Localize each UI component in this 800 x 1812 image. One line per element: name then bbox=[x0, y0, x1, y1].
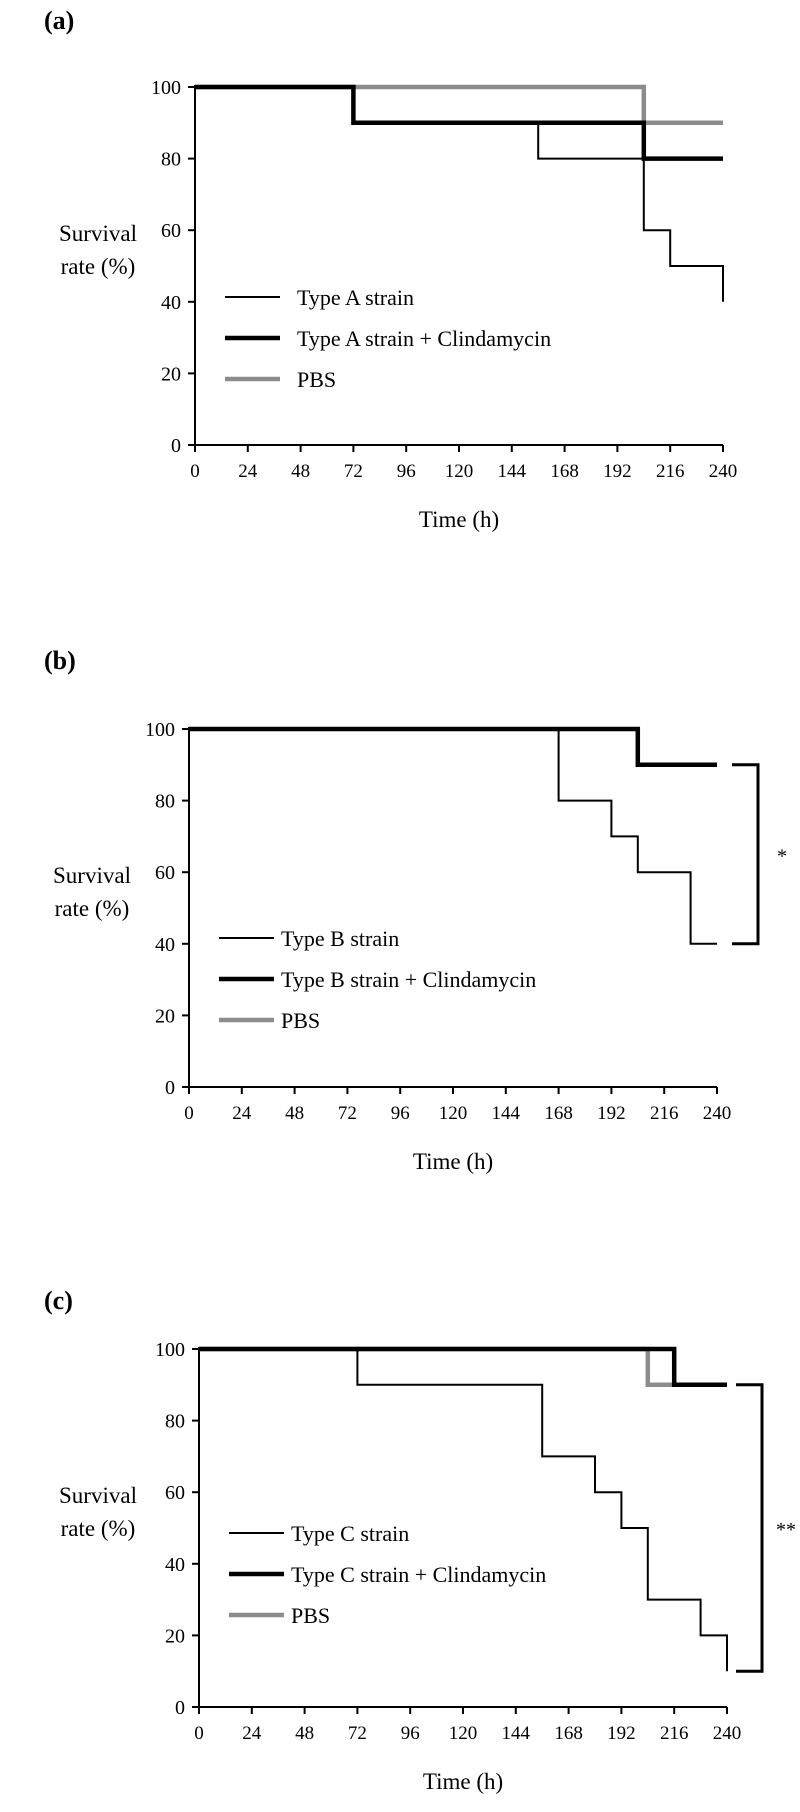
legend-label-3: PBS bbox=[297, 367, 336, 392]
x-tick-label: 168 bbox=[550, 461, 579, 482]
y-tick-label: 20 bbox=[165, 1625, 185, 1647]
significance-bracket bbox=[736, 1383, 764, 1673]
x-tick-label: 144 bbox=[492, 1103, 521, 1124]
y-tick-label: 60 bbox=[155, 862, 175, 884]
series-line-3 bbox=[199, 1346, 727, 1388]
y-tick-label: 20 bbox=[155, 1005, 175, 1027]
x-tick-label: 120 bbox=[445, 461, 474, 482]
x-tick-label: 24 bbox=[238, 461, 258, 482]
x-tick-label: 96 bbox=[391, 1103, 410, 1124]
panel-label: (b) bbox=[44, 646, 76, 675]
x-tick-label: 48 bbox=[285, 1103, 304, 1124]
series-line-1 bbox=[199, 1348, 728, 1672]
y-tick-label: 40 bbox=[155, 934, 175, 956]
legend-label-2: Type B strain + Clindamycin bbox=[281, 967, 536, 992]
y-tick-label: 40 bbox=[165, 1554, 185, 1576]
x-tick-label: 192 bbox=[597, 1103, 626, 1124]
x-tick-label: 72 bbox=[344, 461, 363, 482]
series-line-2 bbox=[199, 1346, 727, 1388]
legend-label-3: PBS bbox=[291, 1603, 330, 1628]
y-axis-label: rate (%) bbox=[61, 1516, 136, 1541]
significance-marker: ** bbox=[776, 1519, 796, 1541]
legend-label-2: Type C strain + Clindamycin bbox=[291, 1562, 546, 1587]
x-tick-label: 0 bbox=[190, 461, 200, 482]
x-tick-label: 216 bbox=[650, 1103, 679, 1124]
x-tick-label: 216 bbox=[656, 461, 685, 482]
x-tick-label: 240 bbox=[703, 1103, 732, 1124]
chart-panel-c: (c) 0 20 40 60 80 100 0 24 48 72 96 120 144 168 192 216 2… bbox=[44, 1286, 796, 1794]
x-tick-label: 120 bbox=[439, 1103, 468, 1124]
significance-marker: * bbox=[777, 845, 787, 867]
x-tick-label: 168 bbox=[554, 1723, 583, 1744]
legend-label-1: Type B strain bbox=[281, 926, 399, 951]
x-tick-label: 24 bbox=[232, 1103, 252, 1124]
y-tick-label: 0 bbox=[165, 1077, 175, 1099]
series-line-3 bbox=[195, 84, 723, 126]
x-tick-label: 144 bbox=[498, 461, 527, 482]
y-tick-label: 80 bbox=[161, 149, 181, 171]
y-tick-label: 0 bbox=[175, 1697, 185, 1719]
x-tick-label: 192 bbox=[603, 461, 632, 482]
x-tick-label: 240 bbox=[709, 461, 738, 482]
x-tick-label: 96 bbox=[401, 1723, 420, 1744]
x-tick-label: 144 bbox=[502, 1723, 531, 1744]
legend-label-3: PBS bbox=[281, 1008, 320, 1033]
chart-panel-b: (b) 0 20 40 60 80 100 0 24 48 72 96 120 144 168 192 216 2… bbox=[44, 646, 787, 1174]
y-tick-label: 100 bbox=[151, 77, 181, 99]
x-tick-label: 24 bbox=[242, 1723, 262, 1744]
significance-bracket bbox=[732, 763, 760, 946]
y-tick-label: 80 bbox=[155, 791, 175, 813]
y-tick-label: 0 bbox=[171, 435, 181, 457]
series-line-1 bbox=[195, 86, 724, 302]
x-tick-label: 72 bbox=[348, 1723, 367, 1744]
x-tick-label: 96 bbox=[397, 461, 416, 482]
x-tick-label: 120 bbox=[449, 1723, 478, 1744]
legend-label-1: Type C strain bbox=[291, 1521, 409, 1546]
panel-label: (c) bbox=[44, 1286, 73, 1315]
y-tick-label: 60 bbox=[161, 220, 181, 242]
y-tick-label: 80 bbox=[165, 1411, 185, 1433]
legend-label-2: Type A strain + Clindamycin bbox=[297, 326, 551, 351]
x-tick-label: 240 bbox=[713, 1723, 742, 1744]
y-tick-label: 100 bbox=[145, 719, 175, 741]
x-tick-label: 168 bbox=[544, 1103, 573, 1124]
panel-label: (a) bbox=[44, 6, 74, 35]
y-axis-label: Survival bbox=[59, 221, 137, 246]
x-tick-label: 72 bbox=[338, 1103, 357, 1124]
x-tick-label: 0 bbox=[184, 1103, 194, 1124]
y-tick-label: 40 bbox=[161, 292, 181, 314]
y-axis-label: rate (%) bbox=[55, 896, 130, 921]
y-tick-label: 60 bbox=[165, 1482, 185, 1504]
x-tick-label: 48 bbox=[295, 1723, 314, 1744]
x-axis-label: Time (h) bbox=[413, 1149, 493, 1174]
series-line-2 bbox=[189, 726, 717, 768]
chart-panel-a: (a) 0 20 40 60 80 100 0 24 48 72 96 120 144 168 192 216 2… bbox=[44, 6, 737, 532]
x-tick-label: 192 bbox=[607, 1723, 636, 1744]
x-tick-label: 0 bbox=[194, 1723, 204, 1744]
y-tick-label: 100 bbox=[155, 1339, 185, 1361]
series-line-1 bbox=[189, 728, 717, 945]
x-axis-label: Time (h) bbox=[419, 507, 499, 532]
y-axis-label: Survival bbox=[53, 863, 131, 888]
x-tick-label: 48 bbox=[291, 461, 310, 482]
y-axis-label: rate (%) bbox=[61, 254, 136, 279]
x-tick-label: 216 bbox=[660, 1723, 689, 1744]
y-tick-label: 20 bbox=[161, 363, 181, 385]
x-axis-label: Time (h) bbox=[423, 1769, 503, 1794]
legend-label-1: Type A strain bbox=[297, 285, 414, 310]
y-axis-label: Survival bbox=[59, 1483, 137, 1508]
